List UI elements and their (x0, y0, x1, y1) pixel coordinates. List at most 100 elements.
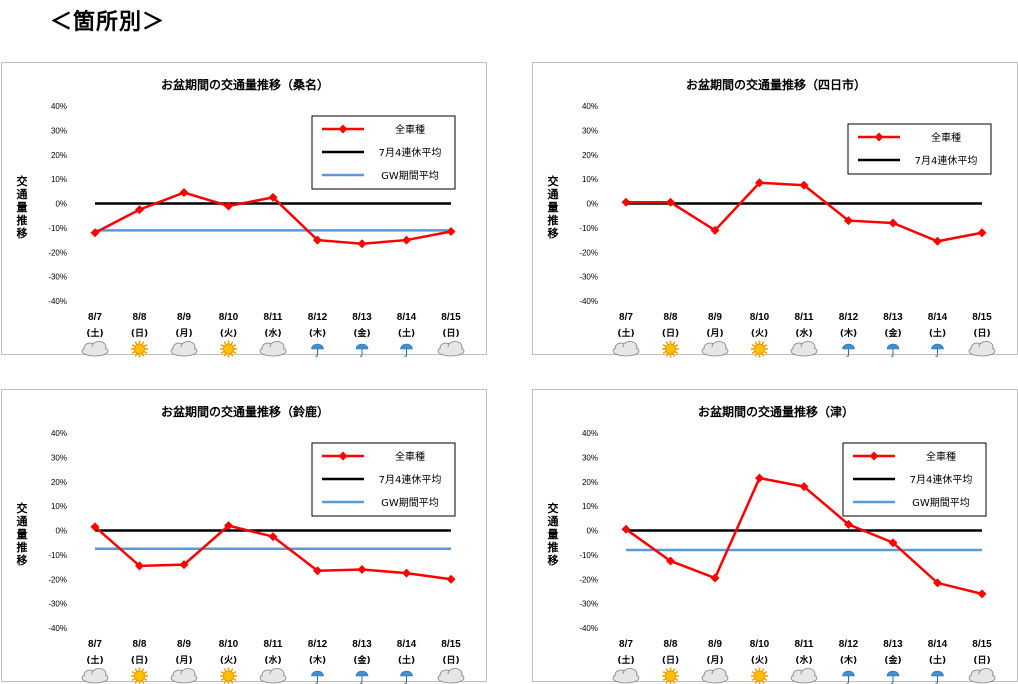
data-point-marker (933, 236, 942, 246)
x-tick-label: 8/11 (264, 639, 283, 650)
day-of-week-label: (土) (86, 327, 103, 339)
umbrella-icon (931, 343, 944, 357)
legend-label-all_vehicles: 全車種 (395, 450, 425, 463)
sun-icon-ray (141, 352, 145, 357)
chart-title: お盆期間の交通量推移（桑名） (161, 77, 329, 92)
day-of-week-label: (水) (264, 654, 281, 666)
x-tick-label: 8/9 (177, 312, 191, 323)
sun-icon-ray (754, 668, 758, 673)
umbrella-icon-handle (846, 676, 849, 684)
sun-icon-disc (134, 670, 145, 682)
legend-marker (874, 132, 884, 142)
y-axis-label-char: 交 (548, 501, 559, 515)
x-tick-label: 8/10 (750, 639, 770, 650)
page-heading: ＜箇所別＞ (50, 10, 166, 35)
x-tick-label: 8/13 (352, 639, 372, 650)
cloud-icon (81, 668, 109, 684)
sun-icon-ray (230, 352, 234, 357)
data-point-marker (621, 197, 631, 207)
cloud-icon (612, 341, 640, 357)
day-of-week-label: (土) (617, 654, 634, 666)
sun-icon-ray (134, 352, 138, 357)
series-line-all-vehicles (626, 181, 983, 243)
sun-icon-ray (223, 341, 227, 346)
cloud-icon-part (439, 674, 463, 681)
y-tick-label: -30% (48, 600, 67, 609)
sun-icon-ray (754, 341, 758, 346)
day-of-week-label: (月) (175, 655, 192, 666)
umbrella-icon-canopy (311, 670, 324, 677)
sun-icon-ray (672, 341, 676, 346)
data-point-marker (224, 521, 233, 531)
x-tick-label: 8/9 (708, 312, 722, 323)
day-of-week-label: (火) (220, 655, 237, 666)
umbrella-icon-handle (404, 676, 407, 684)
umbrella-icon-canopy (355, 670, 369, 677)
cloud-icon (81, 341, 109, 357)
umbrella-icon (355, 343, 369, 357)
sun-icon-ray (754, 679, 758, 684)
sun-icon-ray (141, 668, 145, 673)
legend: 全車種 7月4連休平均 GW期間平均 (311, 115, 456, 190)
cloud-icon-part (83, 347, 107, 354)
sun-icon (662, 340, 679, 358)
cloud-icon (170, 668, 198, 684)
x-tick-label: 8/13 (883, 312, 903, 323)
y-tick-label: 30% (582, 126, 598, 135)
y-tick-label: 0% (586, 200, 598, 209)
umbrella-icon-handle (315, 676, 318, 684)
cloud-icon (968, 668, 996, 684)
x-tick-label: 8/8 (664, 639, 678, 650)
x-tick-label: 8/14 (397, 312, 417, 323)
sun-icon-ray (665, 341, 669, 346)
y-tick-label: -10% (579, 224, 598, 233)
sun-icon-ray (143, 344, 148, 348)
day-of-week-label: (金) (353, 654, 370, 666)
y-tick-label: -20% (579, 575, 598, 584)
y-tick-label: -40% (48, 624, 67, 633)
x-tick-label: 8/14 (928, 312, 948, 323)
day-of-week-label: (日) (973, 328, 990, 339)
cloud-icon-part (792, 347, 816, 354)
day-of-week-label: (日) (131, 328, 148, 339)
y-tick-label: 20% (51, 151, 67, 160)
legend-box (847, 123, 992, 175)
sun-icon-ray (232, 344, 237, 348)
sun-icon-ray (220, 671, 225, 675)
y-axis-label-char: 量 (17, 201, 28, 214)
y-axis-label-char: 移 (548, 553, 559, 567)
umbrella-icon (311, 343, 324, 357)
umbrella-icon-canopy (355, 343, 369, 350)
cloud-icon (701, 341, 729, 357)
sun-icon-ray (662, 344, 667, 348)
y-tick-label: -10% (48, 551, 67, 560)
y-axis-label-char: 通 (17, 515, 28, 528)
umbrella-icon-canopy (400, 343, 413, 350)
chart-panel-tsu: お盆期間の交通量推移（津） 40% 30% 20% 10% 0% -10% -20% -30% -… (532, 389, 1018, 684)
sun-icon (131, 667, 148, 684)
sun-icon-ray (223, 352, 227, 357)
legend-marker (338, 124, 348, 134)
cloud-icon-part (172, 347, 196, 354)
umbrella-icon (355, 670, 369, 684)
umbrella-icon (931, 670, 944, 684)
data-point-marker (402, 568, 411, 578)
data-point-marker (844, 216, 853, 226)
sun-icon-ray (763, 344, 768, 348)
sun-icon-disc (134, 343, 145, 355)
y-tick-label: 40% (51, 102, 67, 111)
data-point-marker (621, 524, 631, 534)
data-point-marker (888, 538, 898, 548)
sun-icon-ray (763, 350, 768, 354)
y-tick-label: -30% (579, 273, 598, 282)
sun-icon-ray (665, 668, 669, 673)
data-point-marker (710, 573, 720, 583)
chart-title: お盆期間の交通量推移（津） (698, 404, 854, 419)
sun-icon-ray (232, 677, 237, 681)
y-tick-label: 30% (582, 453, 598, 462)
day-of-week-label: (土) (617, 327, 634, 339)
cloud-icon-part (614, 674, 638, 681)
x-tick-label: 8/11 (264, 312, 283, 323)
legend-label-all_vehicles: 全車種 (395, 123, 425, 136)
chart-svg-suzuka: お盆期間の交通量推移（鈴鹿） 40% 30% 20% 10% 0% -10% -20% -30%… (17, 404, 465, 684)
